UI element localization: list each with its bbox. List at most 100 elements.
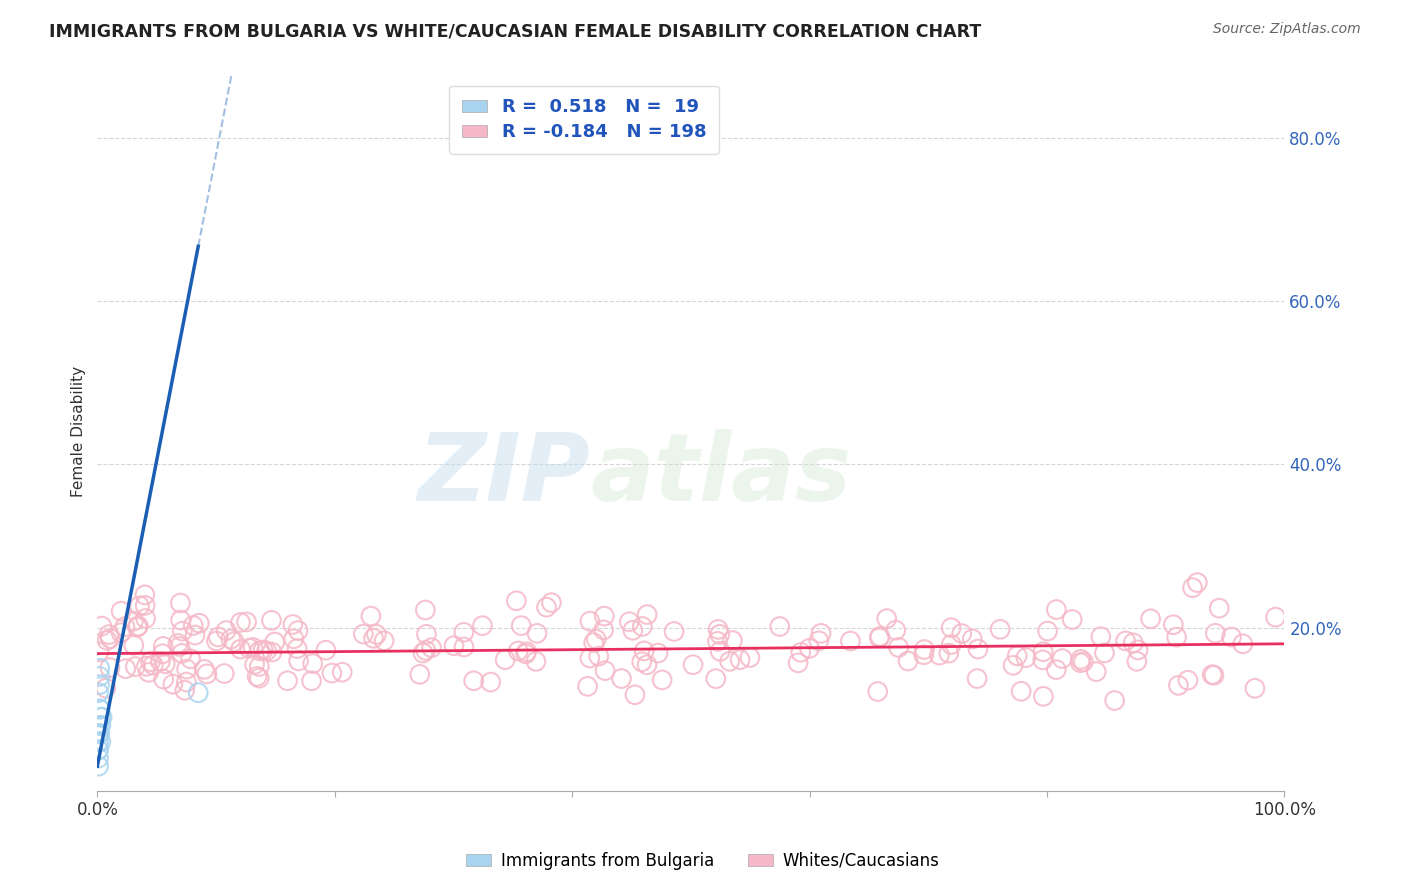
Point (180, 652, 202, 666)
Point (624, 688, 647, 702)
Point (1264, 610, 1286, 624)
Point (249, 644, 271, 658)
Point (260, 645, 283, 659)
Point (263, 635, 285, 649)
Point (912, 648, 935, 662)
Point (463, 673, 485, 688)
Point (897, 654, 920, 668)
Point (704, 672, 727, 686)
Point (579, 614, 602, 628)
Point (238, 641, 260, 656)
Point (301, 657, 323, 671)
Point (728, 653, 751, 667)
Point (287, 624, 309, 638)
Point (938, 646, 960, 660)
Point (96, 633, 118, 648)
Point (281, 617, 304, 632)
Point (630, 655, 652, 669)
Point (87, 734, 110, 748)
Point (593, 664, 616, 678)
Point (810, 626, 832, 640)
Point (647, 646, 669, 660)
Point (135, 611, 157, 625)
Point (149, 655, 172, 669)
Point (246, 669, 269, 683)
Point (169, 640, 191, 654)
Point (360, 609, 382, 624)
Text: Source: ZipAtlas.com: Source: ZipAtlas.com (1213, 22, 1361, 37)
Point (122, 638, 145, 652)
Point (869, 630, 891, 644)
Point (471, 618, 494, 632)
Point (321, 666, 343, 681)
Point (1032, 653, 1054, 667)
Point (1070, 652, 1092, 666)
Point (89, 661, 111, 675)
Point (790, 645, 813, 659)
Point (1220, 630, 1243, 644)
Point (709, 627, 731, 641)
Point (127, 619, 149, 633)
Point (152, 647, 174, 661)
Point (884, 623, 907, 637)
Point (1181, 581, 1204, 595)
Point (89, 726, 111, 740)
Point (87, 759, 110, 773)
Point (876, 612, 898, 626)
Point (87, 743, 110, 757)
Point (621, 624, 644, 638)
Point (1090, 630, 1112, 644)
Point (162, 677, 184, 691)
Point (256, 644, 278, 658)
Point (787, 656, 810, 670)
Point (173, 683, 195, 698)
Point (94, 681, 117, 696)
Legend: R =  0.518   N =  19, R = -0.184   N = 198: R = 0.518 N = 19, R = -0.184 N = 198 (450, 86, 718, 154)
Point (1073, 655, 1095, 669)
Point (170, 647, 193, 661)
Point (110, 604, 132, 618)
Point (494, 653, 516, 667)
Point (593, 609, 616, 624)
Point (134, 599, 156, 613)
Point (1244, 681, 1267, 696)
Point (172, 624, 194, 639)
Point (205, 634, 228, 648)
Point (229, 642, 252, 657)
Point (212, 666, 235, 681)
Point (585, 632, 607, 647)
Point (153, 657, 176, 671)
Point (184, 628, 207, 642)
Point (966, 672, 988, 686)
Point (866, 684, 889, 698)
Point (1115, 634, 1137, 648)
Point (1032, 690, 1054, 704)
Point (453, 625, 475, 640)
Point (127, 620, 149, 634)
Point (1126, 643, 1149, 657)
Point (152, 640, 174, 654)
Point (152, 672, 174, 686)
Point (124, 659, 146, 673)
Point (526, 626, 548, 640)
Point (89, 669, 111, 683)
Point (363, 632, 385, 646)
Point (352, 627, 374, 641)
Point (330, 665, 353, 680)
Point (505, 594, 527, 608)
Point (87, 645, 110, 659)
Point (420, 640, 443, 655)
Point (195, 666, 218, 681)
Point (176, 675, 198, 690)
Point (188, 616, 211, 631)
Point (1052, 651, 1074, 665)
Point (287, 654, 309, 668)
Point (134, 588, 156, 602)
Text: IMMIGRANTS FROM BULGARIA VS WHITE/CAUCASIAN FEMALE DISABILITY CORRELATION CHART: IMMIGRANTS FROM BULGARIA VS WHITE/CAUCAS… (49, 22, 981, 40)
Point (631, 619, 654, 633)
Point (662, 624, 685, 639)
Point (769, 619, 792, 633)
Point (508, 644, 530, 658)
Point (1062, 612, 1084, 626)
Point (1032, 645, 1054, 659)
